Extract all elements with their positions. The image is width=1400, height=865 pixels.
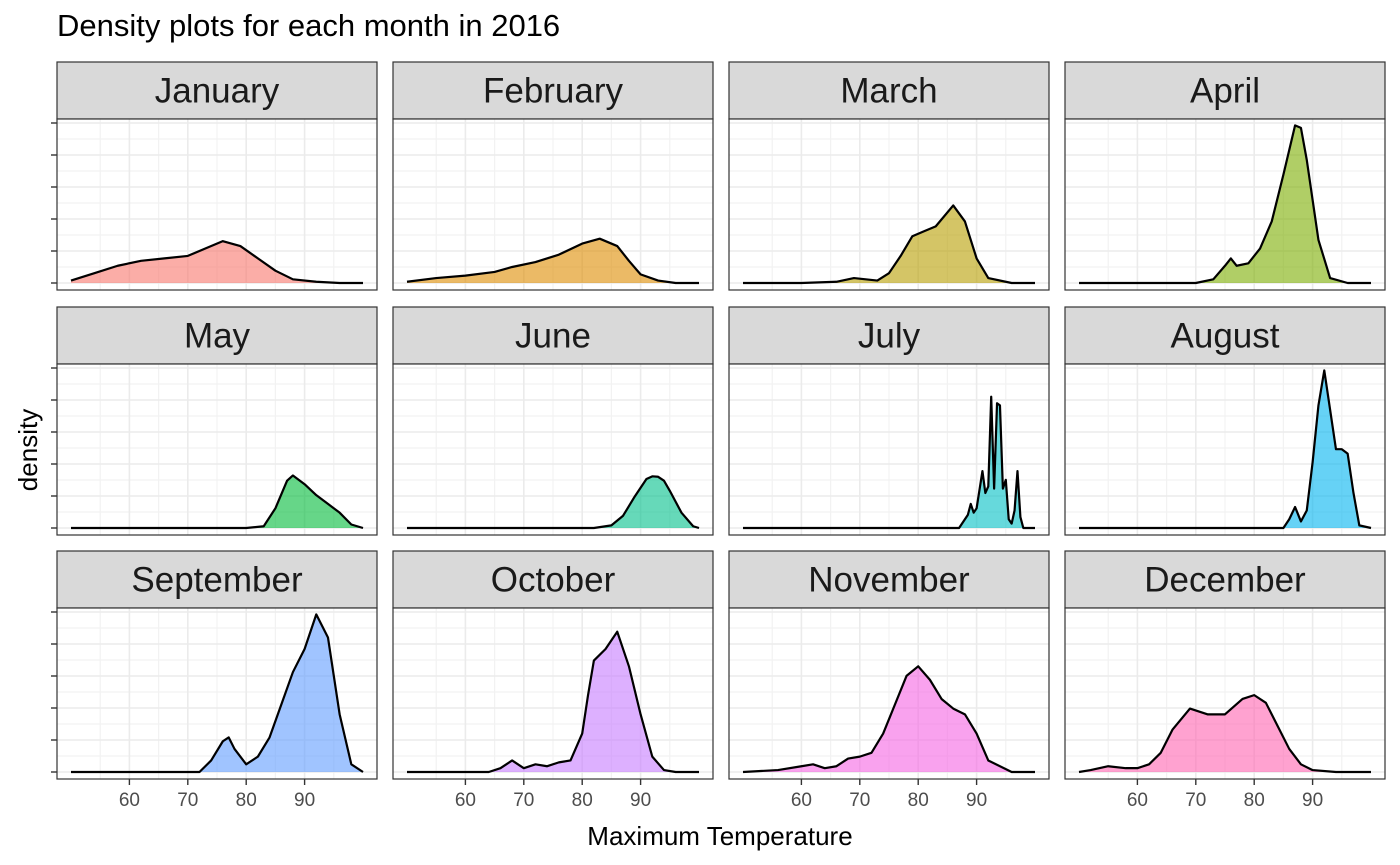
x-tick-label: 90	[1302, 790, 1323, 811]
density-line-february	[406, 237, 699, 285]
density-area-february	[407, 238, 699, 283]
facet-strip-label: March	[840, 72, 937, 111]
chart-title: Density plots for each month in 2016	[57, 8, 561, 43]
density-line-november	[742, 665, 1035, 774]
density-area-may	[71, 475, 363, 528]
panel-border	[56, 363, 378, 536]
x-tick-label: 70	[1185, 790, 1206, 811]
facet-strip	[392, 61, 714, 120]
panel-border	[56, 118, 378, 291]
density-line-may	[71, 474, 364, 530]
facet-panel-april: April	[1064, 61, 1386, 291]
facet-panel-october: October 60 70 80 90	[392, 550, 714, 811]
density-line-october	[407, 630, 699, 774]
panel-border	[1064, 607, 1386, 780]
facet-strip-label: January	[155, 72, 280, 111]
density-area-september	[71, 614, 363, 772]
facet-panel-january: January	[51, 61, 378, 291]
panel-border	[1064, 363, 1386, 536]
facet-panel-november: November 60 70 80 90	[728, 550, 1050, 811]
facet-strip	[728, 550, 1050, 609]
facet-strip-label: November	[808, 561, 970, 600]
density-area-october	[407, 631, 699, 772]
density-area-january	[71, 241, 363, 283]
y-axis-title: density	[13, 409, 43, 491]
x-tick-label: 80	[236, 790, 257, 811]
facet-panel-february: February	[392, 61, 714, 291]
facet-strip-label: December	[1144, 561, 1306, 600]
facet-panel-march: March	[728, 61, 1050, 291]
x-tick-label: 90	[966, 790, 987, 811]
facet-strip-label: May	[184, 317, 251, 356]
density-area-august	[1079, 370, 1371, 528]
facet-strip-label: July	[858, 317, 921, 356]
panel-border	[392, 118, 714, 291]
x-tick-label: 70	[513, 790, 534, 811]
facet-panel-september: September 60 70 80 90	[51, 550, 378, 811]
x-tick-label: 90	[630, 790, 651, 811]
facet-panel-august: August	[1064, 306, 1386, 536]
density-line-september	[71, 613, 364, 774]
facet-strip	[56, 61, 378, 120]
facet-strip-label: August	[1171, 317, 1280, 356]
density-line-june	[407, 475, 700, 530]
panel-border	[392, 363, 714, 536]
panel-border	[1064, 118, 1386, 291]
facet-strip-label: April	[1190, 72, 1260, 111]
x-tick-label: 70	[177, 790, 198, 811]
density-line-august	[1079, 369, 1372, 530]
x-tick-label: 60	[791, 790, 812, 811]
facet-panel-december: December 60 70 80 90	[1064, 550, 1386, 811]
x-tick-label: 90	[294, 790, 315, 811]
density-line-december	[1078, 694, 1371, 774]
density-area-april	[1079, 125, 1371, 284]
panel-border	[728, 607, 1050, 780]
panel-border	[392, 607, 714, 780]
panel-border	[728, 118, 1050, 291]
facet-strip	[1064, 306, 1386, 365]
facet-strip-label: September	[131, 561, 303, 600]
density-line-march	[743, 204, 1035, 285]
facet-strip	[1064, 61, 1386, 120]
x-tick-label: 80	[572, 790, 593, 811]
facet-strip	[56, 306, 378, 365]
density-area-december	[1079, 695, 1371, 772]
density-area-march	[743, 205, 1035, 283]
facet-strip	[392, 550, 714, 609]
x-axis-title: Maximum Temperature	[587, 821, 852, 851]
x-tick-label: 60	[1127, 790, 1148, 811]
density-area-june	[407, 476, 699, 528]
facet-panel-july: July	[728, 306, 1050, 536]
x-tick-label: 60	[455, 790, 476, 811]
facet-strip	[728, 61, 1050, 120]
x-tick-label: 60	[119, 790, 140, 811]
panel-border	[728, 363, 1050, 536]
facet-strip-label: June	[515, 317, 591, 356]
x-tick-label: 70	[849, 790, 870, 811]
density-line-april	[1079, 124, 1371, 285]
facet-strip	[728, 306, 1050, 365]
facet-strip	[56, 550, 378, 609]
facet-panel-may: May	[51, 306, 378, 536]
density-line-january	[70, 240, 363, 285]
x-tick-label: 80	[908, 790, 929, 811]
facet-panel-june: June	[392, 306, 714, 536]
panel-border	[56, 607, 378, 780]
facet-strip-label: February	[483, 72, 624, 111]
density-line-july	[743, 395, 1035, 530]
density-area-july	[743, 396, 1035, 528]
x-tick-label: 80	[1244, 790, 1265, 811]
facet-strip-label: October	[491, 561, 616, 600]
